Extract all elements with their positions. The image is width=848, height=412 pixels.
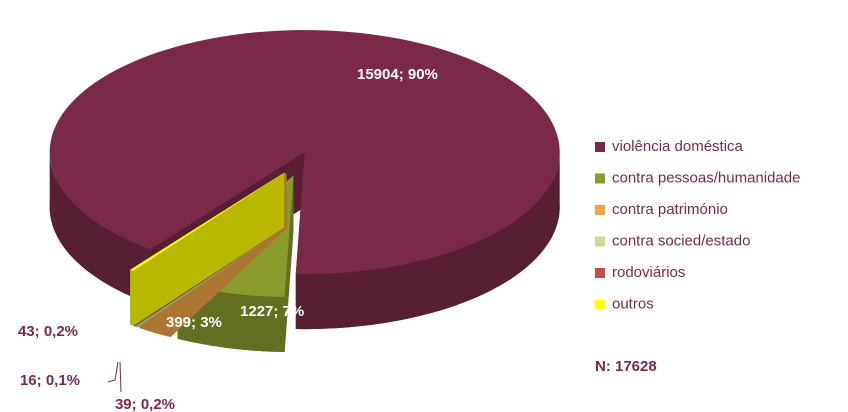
slice <box>130 172 285 271</box>
legend-label: rodoviários <box>612 264 685 281</box>
legend-label: violência doméstica <box>612 138 744 155</box>
legend-label: contra pessoas/humanidade <box>612 169 800 186</box>
legend-label: contra património <box>612 201 728 218</box>
slice-side <box>130 269 134 326</box>
leader-line <box>119 361 122 393</box>
slice-side <box>49 154 151 305</box>
legend-swatch <box>595 236 605 247</box>
legend-swatch <box>595 299 605 310</box>
legend-swatch <box>595 205 605 215</box>
data-label: 15904; 90% <box>357 66 438 83</box>
data-label: 16; 0,1% <box>20 372 80 389</box>
leader-line <box>107 361 119 383</box>
data-label: 1227; 7% <box>240 303 304 320</box>
data-label: 399; 3% <box>166 314 222 331</box>
slice-face <box>130 172 285 325</box>
legend-label: outros <box>612 295 654 312</box>
slice-side <box>295 152 560 330</box>
legend-swatch <box>595 142 605 152</box>
legend-swatch <box>595 173 605 184</box>
legend-label: contra socied/estado <box>612 232 750 249</box>
data-label: 39; 0,2% <box>115 396 175 412</box>
legend-swatch <box>595 268 605 278</box>
slice <box>49 30 560 275</box>
data-label: 43; 0,2% <box>18 323 78 340</box>
annotation: N: 17628 <box>595 358 657 375</box>
